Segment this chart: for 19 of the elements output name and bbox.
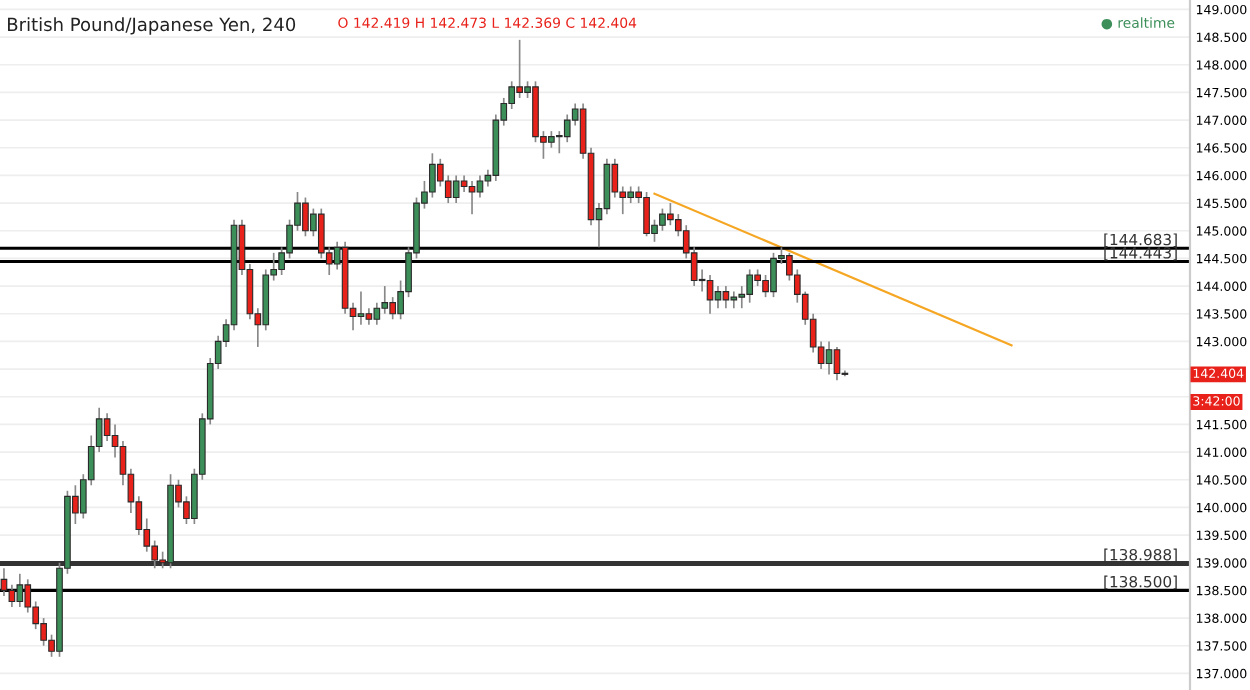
candlestick [357, 290, 365, 326]
candlestick [373, 301, 381, 326]
candlestick [429, 152, 436, 199]
candlestick [468, 180, 476, 215]
candlestick [746, 268, 754, 304]
candlestick [825, 340, 833, 376]
candlestick [516, 39, 523, 99]
candlestick [643, 191, 650, 238]
candlestick [722, 285, 730, 310]
candlestick [659, 207, 666, 232]
candlestick [706, 274, 714, 315]
candlestick [302, 196, 309, 238]
candlestick [452, 174, 460, 204]
candlestick [833, 346, 841, 381]
candlestick [714, 285, 722, 310]
candlestick [476, 174, 484, 199]
text: British Pound/Japanese Yen, 240 [8, 17, 296, 35]
candlestick [770, 252, 777, 298]
candlestick [16, 572, 24, 608]
